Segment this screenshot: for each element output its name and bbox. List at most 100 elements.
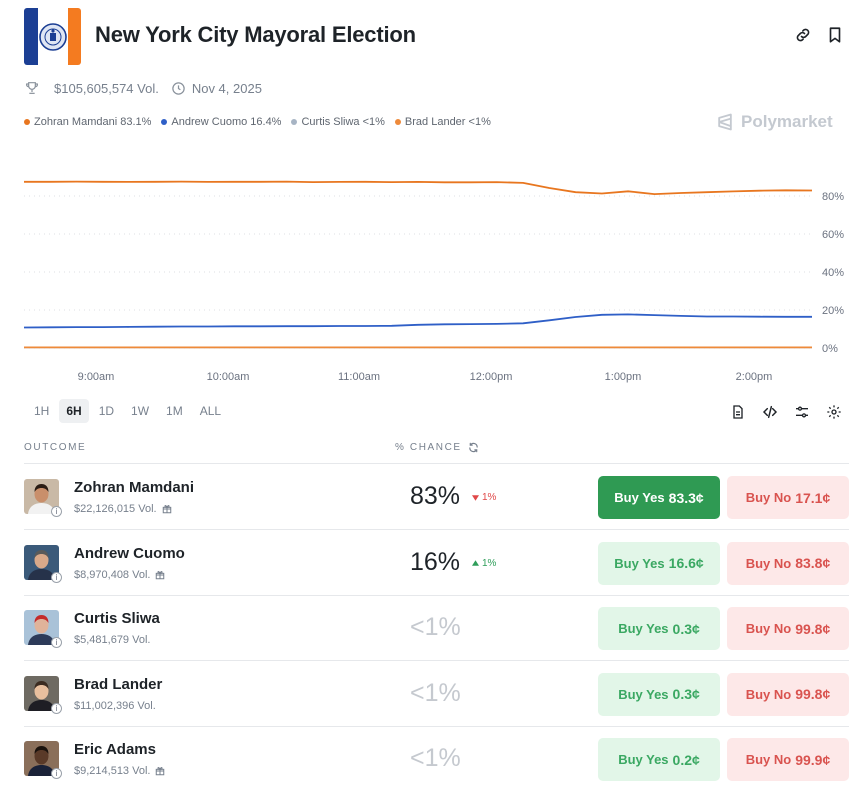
candidate-name[interactable]: Eric Adams	[74, 741, 156, 758]
y-tick-label: 80%	[822, 191, 844, 203]
legend-label: Curtis Sliwa <1%	[301, 116, 385, 128]
candidate-avatar[interactable]	[24, 479, 59, 514]
info-icon[interactable]: i	[51, 506, 62, 517]
volume-value: $9,214,513 Vol.	[74, 765, 151, 777]
candidate-volume: $8,970,408 Vol.	[74, 569, 165, 581]
embed-code-icon[interactable]	[762, 404, 778, 420]
buy-no-price: 17.1¢	[795, 489, 831, 506]
outcome-row[interactable]: i Eric Adams $9,214,513 Vol. <1% Buy Yes…	[24, 727, 849, 789]
outcome-row[interactable]: i Andrew Cuomo $8,970,408 Vol. 16% 1% Bu…	[24, 531, 849, 596]
info-icon[interactable]: i	[51, 702, 62, 714]
chance-value: 83%	[410, 482, 461, 510]
tab-1h[interactable]: 1H	[34, 404, 50, 418]
buy-no-button[interactable]: Buy No 99.8¢	[727, 672, 849, 716]
legend-item: Zohran Mamdani 83.1%	[24, 116, 151, 128]
buy-no-price: 99.8¢	[795, 620, 831, 637]
change-value: 1%	[482, 492, 497, 503]
candidate-name[interactable]: Andrew Cuomo	[74, 544, 185, 562]
buy-no-button[interactable]: Buy No 99.8¢	[727, 607, 849, 650]
series-line-andrew-cuomo[interactable]	[23, 313, 812, 329]
buy-yes-button[interactable]: Buy Yes 83.3¢	[598, 476, 720, 519]
bookmark-icon[interactable]	[826, 26, 844, 44]
buy-no-button[interactable]: Buy No 99.9¢	[727, 738, 849, 781]
candidate-avatar[interactable]	[24, 741, 59, 776]
outcome-row[interactable]: i Zohran Mamdani $22,126,015 Vol. 83% 1%…	[24, 465, 849, 530]
buy-yes-label: Buy Yes	[618, 686, 669, 702]
page-title: New York City Mayoral Election	[95, 22, 416, 47]
y-tick-label: 0%	[822, 343, 838, 355]
candidate-name[interactable]: Zohran Mamdani	[74, 479, 195, 496]
info-icon[interactable]: i	[51, 571, 62, 583]
sliders-icon[interactable]	[794, 404, 810, 420]
buy-no-button[interactable]: Buy No 83.8¢	[727, 541, 849, 585]
timeframe-tabs: 1H 6H 1D 1W 1M ALL	[27, 399, 231, 423]
candidate-photo	[24, 610, 59, 645]
x-tick-label: 2:00pm	[736, 371, 773, 383]
chance-value: <1%	[410, 613, 461, 641]
up-arrow-icon	[472, 560, 479, 566]
tab-1m[interactable]: 1M	[166, 404, 183, 418]
link-icon[interactable]	[794, 26, 812, 44]
tab-all[interactable]: ALL	[199, 404, 222, 418]
clock-icon	[172, 81, 185, 95]
change-indicator: 1%	[472, 558, 496, 569]
polymarket-watermark: Polymarket	[715, 112, 833, 132]
candidate-name[interactable]: Brad Lander	[74, 675, 163, 693]
x-tick-label: 11:00am	[338, 371, 380, 383]
info-icon[interactable]: i	[51, 637, 62, 648]
volume-value: $22,126,015 Vol.	[74, 503, 157, 515]
buy-no-label: Buy No	[745, 621, 792, 636]
tab-6h[interactable]: 6H	[59, 399, 89, 423]
buy-yes-label: Buy Yes	[614, 490, 665, 505]
market-meta: $105,605,574 Vol. Nov 4, 2025	[24, 80, 262, 96]
candidate-photo	[24, 675, 59, 711]
candidate-avatar[interactable]	[24, 544, 59, 580]
refresh-icon[interactable]	[468, 442, 479, 453]
nyc-flag-logo	[24, 8, 81, 65]
document-icon[interactable]	[730, 404, 746, 420]
buy-no-price: 99.8¢	[795, 686, 831, 702]
buy-no-button[interactable]: Buy No 17.1¢	[727, 476, 849, 519]
city-seal-icon	[38, 22, 67, 51]
legend-item: Andrew Cuomo 16.4%	[161, 116, 281, 128]
legend-dot	[161, 119, 168, 125]
end-date-text: Nov 4, 2025	[191, 80, 262, 96]
candidate-name[interactable]: Curtis Sliwa	[74, 610, 160, 627]
gift-icon	[156, 767, 165, 776]
trophy-icon	[25, 82, 39, 94]
buy-yes-button[interactable]: Buy Yes 0.3¢	[598, 607, 720, 650]
x-tick-label: 10:00am	[207, 371, 250, 383]
polymarket-logo-icon	[718, 113, 732, 131]
buy-yes-button[interactable]: Buy Yes 16.6¢	[598, 541, 720, 585]
candidate-avatar[interactable]	[24, 675, 59, 711]
volume-value: $5,481,679 Vol.	[74, 634, 151, 646]
candidate-photo	[24, 544, 59, 580]
price-history-chart[interactable]: 80% 60% 40% 20% 0% 9:00am 10:00am 11:00am 12:00p…	[0, 150, 867, 390]
tab-1d[interactable]: 1D	[98, 404, 115, 418]
legend-dot	[24, 119, 30, 125]
info-icon[interactable]: i	[51, 768, 62, 779]
buy-yes-button[interactable]: Buy Yes 0.2¢	[598, 738, 720, 781]
chance-value: 16%	[410, 547, 461, 576]
outcome-row[interactable]: i Curtis Sliwa $5,481,679 Vol. <1% Buy Y…	[24, 596, 849, 661]
settings-icon[interactable]	[826, 404, 842, 420]
buy-yes-price: 0.3¢	[672, 620, 700, 637]
candidate-volume: $5,481,679 Vol.	[74, 634, 150, 646]
buy-no-price: 83.8¢	[795, 555, 831, 571]
buy-yes-label: Buy Yes	[618, 752, 669, 767]
volume-stat: $105,605,574 Vol.	[24, 80, 159, 96]
candidate-avatar[interactable]	[24, 610, 59, 645]
outcome-row[interactable]: i Brad Lander $11,002,396 Vol. <1% Buy Y…	[24, 662, 849, 727]
buy-no-price: 99.9¢	[795, 751, 831, 768]
down-arrow-icon	[472, 494, 479, 501]
y-tick-label: 20%	[822, 305, 844, 317]
gift-icon	[162, 505, 171, 514]
tab-1w[interactable]: 1W	[131, 404, 150, 418]
change-indicator: 1%	[472, 492, 496, 503]
x-tick-label: 12:00pm	[470, 371, 513, 383]
y-tick-label: 40%	[822, 267, 844, 279]
buy-yes-label: Buy Yes	[618, 621, 669, 636]
buy-yes-button[interactable]: Buy Yes 0.3¢	[598, 672, 720, 716]
series-line-zohran-mamdani[interactable]	[24, 180, 813, 195]
legend-item: Brad Lander <1%	[394, 116, 491, 128]
